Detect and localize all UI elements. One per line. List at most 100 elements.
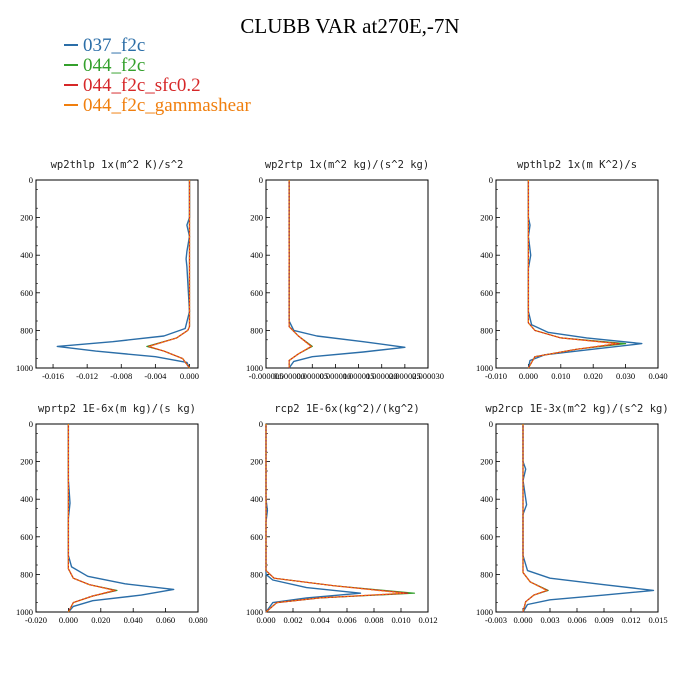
series-line-037-f2c bbox=[522, 424, 655, 613]
x-tick-label: 0.008 bbox=[364, 615, 383, 625]
y-tick-label: 1000 bbox=[476, 607, 493, 617]
y-tick-label: 0 bbox=[489, 419, 493, 429]
x-tick-label: -0.000005 bbox=[249, 371, 284, 381]
y-tick-label: 200 bbox=[20, 457, 33, 467]
series-line-044-f2c bbox=[146, 180, 191, 369]
x-tick-label: 0.015 bbox=[648, 615, 667, 625]
x-tick-label: -0.008 bbox=[110, 371, 132, 381]
series-line-044-f2c bbox=[67, 424, 118, 613]
chart-panel-2: wp2rtp 1x(m^2 kg)/(s^2 kg)0 200 400 600 800 1… bbox=[246, 159, 444, 381]
x-tick-label: 0.000 bbox=[513, 615, 532, 625]
x-tick-label: 0.020 bbox=[91, 615, 110, 625]
x-tick-label: 0.060 bbox=[156, 615, 175, 625]
x-tick-label: 0.040 bbox=[124, 615, 143, 625]
y-tick-label: 0 bbox=[29, 419, 33, 429]
x-tick-label: 0.040 bbox=[648, 371, 667, 381]
y-tick-label: 800 bbox=[20, 325, 33, 335]
x-tick-label: 0.000015 bbox=[343, 371, 375, 381]
series-line-037-f2c bbox=[527, 180, 643, 369]
y-tick-label: 600 bbox=[250, 288, 263, 298]
x-tick-label: 0.010 bbox=[391, 615, 410, 625]
panel-title: wpthlp2 1x(m K^2)/s bbox=[517, 159, 637, 171]
y-tick-label: 1000 bbox=[246, 363, 263, 373]
chart-panel-5: rcp2 1E-6x(kg^2)/(kg^2) 0 200 400 600 800 1000… bbox=[246, 403, 438, 625]
x-tick-label: 0.009 bbox=[594, 615, 613, 625]
x-tick-label: 0.012 bbox=[621, 615, 640, 625]
plot-frame bbox=[35, 179, 199, 369]
series-line-044-f2c-sfc0-2 bbox=[288, 180, 312, 368]
y-tick-label: 200 bbox=[20, 213, 33, 223]
y-tick-label: 400 bbox=[480, 494, 493, 504]
series-line-044-f2c-gammashear bbox=[265, 424, 405, 613]
y-tick-label: 200 bbox=[480, 213, 493, 223]
x-tick-label: 0.010 bbox=[551, 371, 570, 381]
x-tick-label: 0.000005 bbox=[296, 371, 328, 381]
x-tick-label: -0.020 bbox=[25, 615, 47, 625]
y-tick-label: 800 bbox=[250, 569, 263, 579]
x-tick-label: -0.004 bbox=[144, 371, 167, 381]
series-line-037-f2c bbox=[56, 180, 191, 369]
y-tick-label: 200 bbox=[250, 457, 263, 467]
chart-panel-6: wp2rcp 1E-3x(m^2 kg)/(s^2 kg) 0 200 400 600 8… bbox=[476, 403, 669, 625]
y-tick-label: 0 bbox=[259, 175, 263, 185]
x-tick-label: 0.000000 bbox=[273, 371, 305, 381]
legend-swatch bbox=[64, 83, 78, 86]
series-line-044-f2c bbox=[288, 180, 313, 368]
legend-item-044-f2c: 044_f2c bbox=[64, 56, 251, 76]
y-tick-label: 1000 bbox=[16, 363, 33, 373]
x-tick-label: 0.000 bbox=[519, 371, 538, 381]
x-tick-label: 0.000030 bbox=[412, 371, 444, 381]
y-tick-label: 400 bbox=[250, 250, 263, 260]
x-tick-label: 0.000 bbox=[59, 615, 78, 625]
series-line-044-f2c-gammashear bbox=[67, 424, 115, 613]
series-line-044-f2c-sfc0-2 bbox=[67, 424, 117, 613]
y-tick-label: 400 bbox=[20, 494, 33, 504]
x-tick-label: 0.020 bbox=[584, 371, 603, 381]
series-line-044-f2c-gammashear bbox=[522, 424, 548, 613]
y-tick-label: 800 bbox=[250, 325, 263, 335]
y-tick-label: 600 bbox=[20, 532, 33, 542]
series-line-037-f2c bbox=[67, 424, 175, 613]
y-tick-label: 800 bbox=[480, 569, 493, 579]
x-tick-label: -0.003 bbox=[485, 615, 507, 625]
x-tick-label: 0.000020 bbox=[366, 371, 398, 381]
y-tick-label: 0 bbox=[489, 175, 493, 185]
legend-label: 044_f2c bbox=[83, 55, 146, 76]
x-tick-label: 0.030 bbox=[616, 371, 635, 381]
series-line-044-f2c-gammashear bbox=[148, 180, 191, 369]
legend-item-044-f2c-sfc0.2: 044_f2c_sfc0.2 bbox=[64, 76, 251, 96]
series-line-044-f2c-gammashear bbox=[527, 180, 617, 369]
panel-title: rcp2 1E-6x(kg^2)/(kg^2) bbox=[274, 403, 419, 415]
x-tick-label: -0.016 bbox=[42, 371, 64, 381]
x-tick-label: -0.010 bbox=[485, 371, 507, 381]
y-tick-label: 600 bbox=[480, 288, 493, 298]
x-tick-label: 0.000 bbox=[256, 615, 275, 625]
chart-panel-3: wpthlp2 1x(m K^2)/s 0 200 400 600 800 1000-0.0… bbox=[476, 159, 668, 381]
plot-frame bbox=[35, 423, 199, 613]
panel-title: wprtp2 1E-6x(m kg)/(s kg) bbox=[38, 403, 196, 415]
legend-item-044-f2c-gammashear: 044_f2c_gammashear bbox=[64, 96, 251, 116]
y-tick-label: 0 bbox=[29, 175, 33, 185]
y-tick-label: 1000 bbox=[16, 607, 33, 617]
panel-title: wp2rcp 1E-3x(m^2 kg)/(s^2 kg) bbox=[485, 403, 668, 415]
x-tick-label: 0.012 bbox=[418, 615, 437, 625]
legend: 037_f2c 044_f2c 044_f2c_sfc0.2 044_f2c_g… bbox=[64, 36, 251, 116]
y-tick-label: 600 bbox=[20, 288, 33, 298]
legend-label: 037_f2c bbox=[83, 35, 146, 56]
legend-item-037-f2c: 037_f2c bbox=[64, 36, 251, 56]
series-line-044-f2c-sfc0-2 bbox=[522, 424, 548, 613]
x-tick-label: 0.002 bbox=[283, 615, 302, 625]
x-tick-label: 0.000 bbox=[180, 371, 199, 381]
x-tick-label: 0.080 bbox=[188, 615, 207, 625]
y-tick-label: 800 bbox=[480, 325, 493, 335]
plot-frame bbox=[495, 179, 659, 369]
legend-swatch bbox=[64, 103, 78, 106]
plot-frame bbox=[495, 423, 659, 613]
plot-frame bbox=[265, 179, 429, 369]
chart-panel-1: wp2thlp 1x(m^2 K)/s^2 0 200 400 600 800 1000 -0… bbox=[16, 159, 199, 381]
y-tick-label: 600 bbox=[480, 532, 493, 542]
series-line-044-f2c bbox=[522, 424, 549, 613]
x-tick-label: 0.006 bbox=[567, 615, 586, 625]
x-tick-label: 0.006 bbox=[337, 615, 356, 625]
